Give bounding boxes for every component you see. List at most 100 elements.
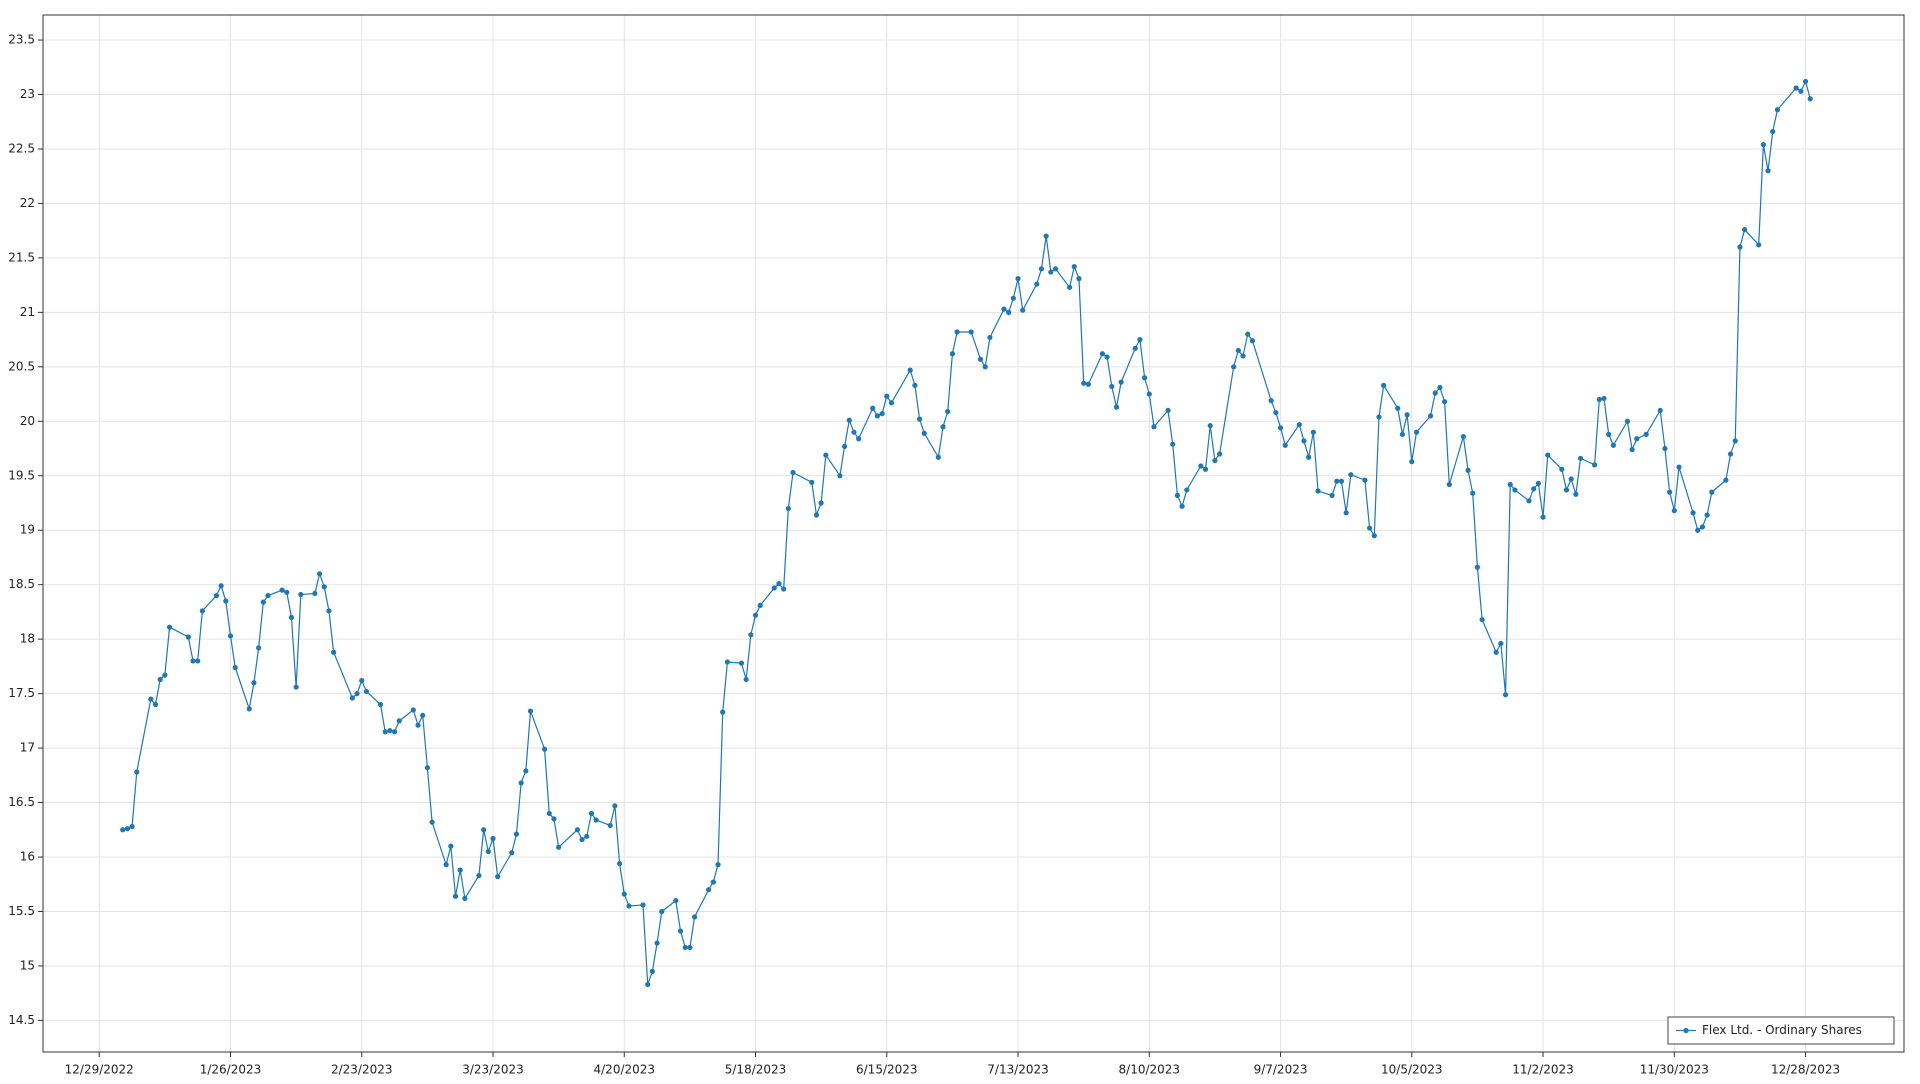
- data-point: [284, 589, 290, 595]
- data-point: [1432, 390, 1438, 396]
- data-point: [757, 602, 763, 608]
- x-tick-label: 6/15/2023: [856, 1063, 918, 1077]
- data-point: [485, 848, 491, 855]
- data-point: [1268, 398, 1274, 404]
- data-point: [326, 608, 332, 614]
- data-point: [837, 473, 843, 479]
- data-point: [134, 769, 140, 775]
- data-point: [1737, 244, 1743, 250]
- data-point: [654, 940, 660, 946]
- data-point: [715, 862, 721, 868]
- series-line: [122, 79, 1811, 985]
- data-point: [288, 614, 295, 620]
- y-tick-label: 21: [20, 305, 35, 319]
- data-point: [1559, 466, 1565, 472]
- x-tick-label: 10/5/2023: [1381, 1063, 1443, 1077]
- data-point: [785, 505, 791, 512]
- data-point: [1334, 478, 1340, 484]
- data-point: [691, 914, 698, 920]
- data-point: [509, 850, 515, 856]
- data-point: [879, 411, 885, 417]
- data-point: [1052, 266, 1059, 272]
- data-point: [1723, 477, 1729, 483]
- data-point: [1099, 351, 1106, 357]
- data-point: [391, 729, 398, 735]
- data-point: [1634, 436, 1640, 442]
- data-point: [626, 903, 632, 909]
- data-point: [1507, 481, 1513, 488]
- data-point: [1348, 472, 1354, 478]
- data-point: [659, 908, 665, 915]
- data-point: [851, 429, 857, 435]
- data-point: [1015, 276, 1021, 282]
- data-point: [1240, 353, 1246, 359]
- x-tick-label: 11/2/2023: [1512, 1063, 1574, 1077]
- data-point: [298, 591, 304, 598]
- x-tick-label: 8/10/2023: [1119, 1063, 1181, 1077]
- data-point: [888, 400, 895, 406]
- data-point: [1512, 487, 1518, 493]
- data-point: [771, 585, 777, 591]
- data-point: [823, 452, 829, 458]
- data-point: [429, 819, 435, 825]
- data-point: [1409, 459, 1415, 465]
- data-point: [673, 897, 679, 904]
- data-point: [954, 329, 960, 335]
- data-point: [415, 722, 421, 728]
- data-point: [1296, 421, 1302, 428]
- x-tick-label: 12/29/2022: [65, 1063, 134, 1077]
- data-point: [157, 676, 163, 683]
- data-point: [1446, 481, 1452, 488]
- data-point: [841, 443, 848, 449]
- data-point: [1109, 383, 1115, 390]
- data-point: [1610, 442, 1616, 448]
- data-point: [490, 835, 496, 842]
- legend-marker: [1683, 1027, 1689, 1034]
- data-point: [1413, 429, 1420, 435]
- data-point: [541, 746, 548, 752]
- plot-frame: [42, 14, 1905, 1053]
- y-tick-label: 15.5: [8, 904, 35, 918]
- data-point: [1802, 78, 1809, 85]
- data-point: [410, 707, 416, 713]
- y-tick-label: 23.5: [8, 33, 35, 47]
- data-point: [987, 334, 993, 341]
- data-point: [1624, 418, 1631, 424]
- data-point: [349, 695, 355, 701]
- data-point: [856, 436, 862, 442]
- data-point: [190, 658, 196, 664]
- data-point: [359, 677, 365, 684]
- data-point: [1081, 380, 1087, 386]
- data-point: [199, 608, 205, 614]
- data-point: [1676, 464, 1682, 470]
- data-point: [738, 660, 745, 666]
- data-point: [1606, 431, 1612, 437]
- data-point: [551, 816, 557, 822]
- data-point: [1198, 463, 1204, 469]
- data-point: [1104, 354, 1110, 360]
- data-point: [907, 367, 913, 373]
- data-point: [1217, 451, 1223, 457]
- data-point: [312, 590, 318, 597]
- data-point: [790, 469, 796, 476]
- data-point: [1760, 142, 1766, 148]
- data-point: [1371, 533, 1377, 539]
- y-tick-label: 23: [20, 87, 35, 101]
- data-point: [968, 329, 974, 335]
- data-point: [1245, 331, 1251, 337]
- data-point: [813, 512, 820, 518]
- data-point: [1498, 640, 1504, 647]
- data-point: [982, 364, 988, 370]
- data-point: [945, 408, 951, 415]
- x-tick-label: 11/30/2023: [1640, 1063, 1709, 1077]
- data-point: [1006, 309, 1012, 315]
- y-tick-label: 18.5: [8, 577, 35, 591]
- data-point: [546, 810, 552, 817]
- data-point: [527, 708, 534, 714]
- data-point: [462, 895, 468, 902]
- data-point: [1137, 337, 1143, 343]
- data-point: [1001, 306, 1007, 312]
- data-point: [481, 827, 487, 833]
- data-point: [1793, 85, 1799, 91]
- data-point: [523, 768, 529, 774]
